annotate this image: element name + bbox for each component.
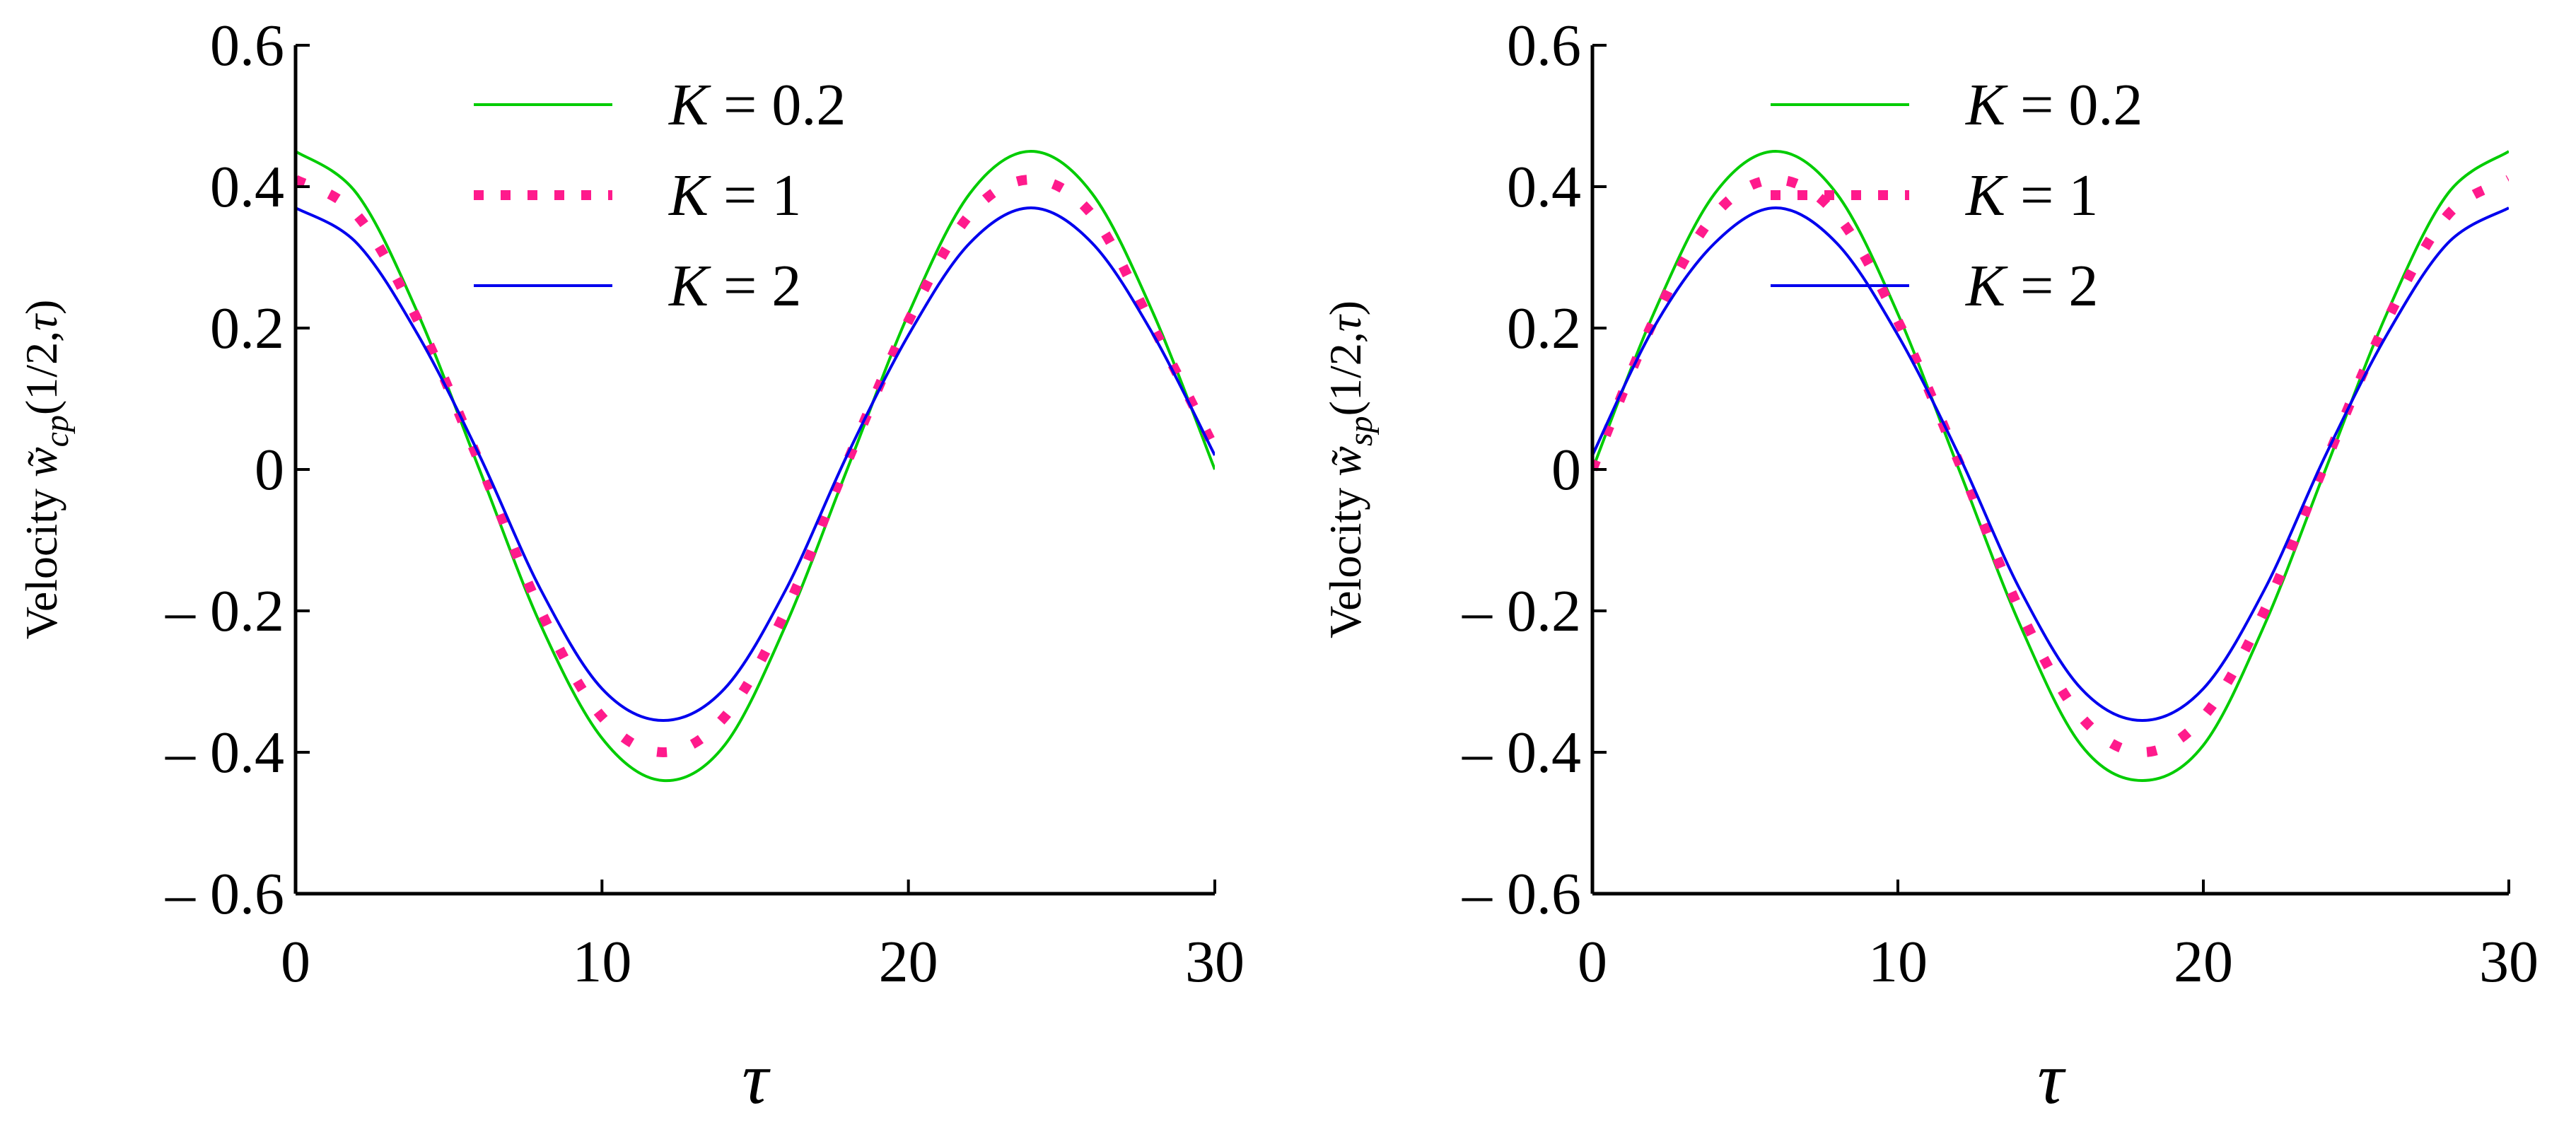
chart-right-ytick-label-5: – 0.4 [1462,720,1581,786]
chart-left-ytick-label-0: 0.6 [210,13,284,78]
left-chart-panel: 0.60.40.20– 0.2– 0.4– 0.60102030τVelocit… [16,13,1245,1119]
chart-left-ytick-label-6: – 0.6 [165,861,284,927]
chart-right-legend-label-0-var: K [1965,72,2008,138]
chart-left-legend-label-0-value: 0.2 [771,72,846,138]
chart-right-series-0-line [1592,151,2509,781]
chart-left-series-0-line [296,151,1215,781]
chart-right-ytick-label-3: 0 [1551,437,1581,503]
chart-right-y-axis-label: Velocity w̃sp(1/2,τ) [1320,300,1380,638]
chart-right-legend-label-0-value: 0.2 [2068,72,2143,138]
chart-left-x-axis-label: τ [742,1038,771,1119]
chart-left-legend-label-1-var: K [668,163,711,228]
chart-left-xtick-label-1: 10 [572,929,631,995]
chart-right-legend-label-1-var: K [1965,163,2008,228]
chart-right-xtick-label-3: 30 [2479,929,2539,995]
chart-right-ytick-label-0: 0.6 [1507,13,1581,78]
chart-right-y-axis-label-prefix: Velocity [1320,477,1370,638]
chart-left-y-axis-label-symbol: w̃ [16,447,66,477]
chart-left-legend-label-2-value: 2 [771,253,801,319]
figure: 0.60.40.20– 0.2– 0.4– 0.60102030τVelocit… [0,0,2576,1127]
chart-right-xtick-label-0: 0 [1578,929,1607,995]
chart-left-ytick-label-4: – 0.2 [165,578,284,644]
chart-right-x-axis-label: τ [2037,1038,2066,1119]
chart-right-legend-label-1-eq: = [2005,163,2068,228]
chart-right-series-group [1592,151,2509,781]
chart-left-y-axis-label-args-close: ) [16,300,66,315]
chart-right-legend-label-2-eq: = [2005,253,2068,319]
right-chart-panel: 0.60.40.20– 0.2– 0.4– 0.60102030τVelocit… [1320,13,2539,1119]
chart-right-legend-label-2-var: K [1965,253,2008,319]
chart-left-ytick-label-5: – 0.4 [165,720,284,786]
chart-right-legend-label-2-value: 2 [2068,253,2098,319]
chart-right-legend-label-0-eq: = [2005,72,2068,138]
chart-right-legend-label-1: K = 1 [1965,163,2098,228]
chart-right-ytick-label-2: 0.2 [1507,296,1581,361]
chart-left-ytick-label-2: 0.2 [210,296,284,361]
chart-left-y-axis-label-subscript: cp [38,415,76,447]
chart-right-y-axis-label-symbol: w̃ [1320,446,1370,477]
chart-right-legend-label-0: K = 0.2 [1965,72,2143,138]
chart-left-legend-label-0-var: K [668,72,711,138]
chart-left-legend-label-1-value: 1 [771,163,801,228]
chart-right-ytick-label-6: – 0.6 [1462,861,1581,927]
chart-right-legend-label-1-value: 1 [2068,163,2098,228]
chart-right-y-axis-label-subscript: sp [1342,416,1380,446]
chart-left-legend-label-0: K = 0.2 [668,72,846,138]
chart-left-series-group [296,151,1215,781]
chart-right-y-axis-label-args-close: ) [1320,300,1370,315]
chart-left-legend-label-2-var: K [668,253,711,319]
chart-left-y-axis-label: Velocity w̃cp(1/2,τ) [16,300,76,640]
chart-left-ytick-label-3: 0 [255,437,284,503]
chart-left-y-axis-label-prefix: Velocity [16,477,66,639]
chart-left-ytick-label-1: 0.4 [210,154,284,220]
chart-right-ytick-label-4: – 0.2 [1462,578,1581,644]
chart-left-y-axis-label-args-var: τ [16,313,66,331]
chart-right-xtick-label-1: 10 [1868,929,1928,995]
chart-right-legend-label-2: K = 2 [1965,253,2098,319]
chart-left-legend-label-2-eq: = [709,253,771,319]
chart-left-xtick-label-3: 30 [1185,929,1245,995]
chart-right-xtick-label-2: 20 [2174,929,2233,995]
chart-right-y-axis-label-args-open: (1/2, [1320,332,1370,416]
chart-left-legend-label-1: K = 1 [668,163,801,228]
chart-left-legend-label-1-eq: = [709,163,771,228]
chart-left-legend-label-0-eq: = [709,72,771,138]
chart-left-xtick-label-2: 20 [879,929,938,995]
chart-right-ytick-label-1: 0.4 [1507,154,1581,220]
chart-right-y-axis-label-args-var: τ [1320,314,1370,332]
chart-left-legend-label-2: K = 2 [668,253,801,319]
chart-left-y-axis-label-args-open: (1/2, [16,331,66,415]
chart-left-xtick-label-0: 0 [281,929,310,995]
